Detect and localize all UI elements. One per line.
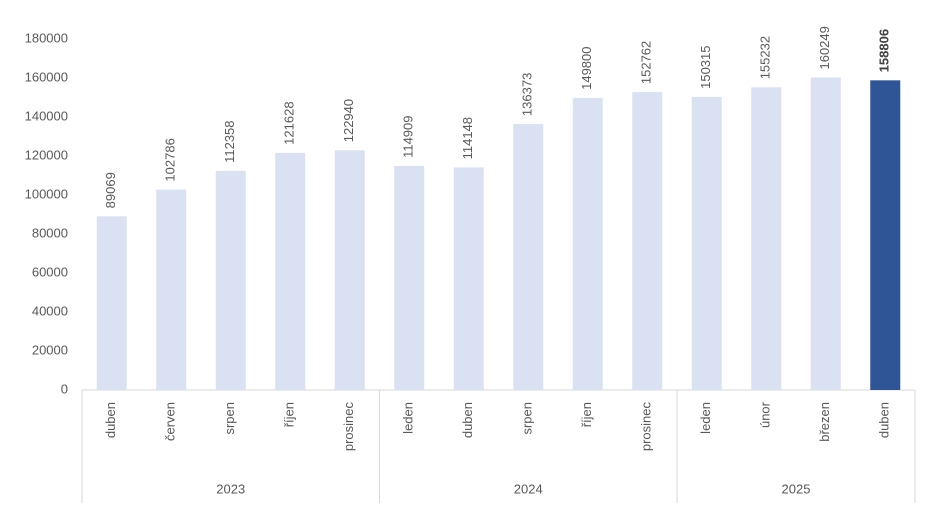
x-tick-label: prosinec xyxy=(639,402,654,452)
y-tick-label: 0 xyxy=(61,381,68,396)
x-tick-label: duben xyxy=(460,402,475,438)
x-tick-label: říjen xyxy=(282,402,297,427)
value-label: 114148 xyxy=(460,117,475,159)
value-label: 89069 xyxy=(103,172,118,208)
value-label: 152762 xyxy=(639,41,654,84)
bar xyxy=(334,150,365,390)
bar xyxy=(453,167,484,390)
x-tick-label: červen xyxy=(163,402,178,441)
bar xyxy=(632,92,663,390)
bar xyxy=(394,165,425,390)
y-tick-label: 80000 xyxy=(32,225,68,240)
x-tick-label: březen xyxy=(817,402,832,442)
group-label: 2023 xyxy=(216,481,245,496)
value-label: 102786 xyxy=(163,138,178,181)
x-tick-label: srpen xyxy=(222,402,237,435)
bar xyxy=(156,189,187,390)
value-label: 160249 xyxy=(817,26,832,69)
value-label: 114909 xyxy=(401,116,416,158)
x-tick-label: srpen xyxy=(520,402,535,435)
y-tick-label: 40000 xyxy=(32,303,68,318)
y-tick-label: 180000 xyxy=(25,30,68,45)
bar xyxy=(751,87,782,390)
x-tick-label: leden xyxy=(401,402,416,434)
value-label: 121628 xyxy=(282,101,297,144)
x-tick-label: duben xyxy=(103,402,118,438)
y-tick-label: 140000 xyxy=(25,108,68,123)
bar xyxy=(810,77,841,390)
y-tick-label: 20000 xyxy=(32,342,68,357)
y-tick-label: 60000 xyxy=(32,264,68,279)
x-tick-label: říjen xyxy=(579,402,594,427)
bar xyxy=(870,80,901,390)
group-label: 2025 xyxy=(782,481,811,496)
bar xyxy=(513,124,544,391)
value-label: 112358 xyxy=(222,120,237,162)
value-label: 155232 xyxy=(758,36,773,79)
x-tick-label: duben xyxy=(877,402,892,438)
value-label: 158806 xyxy=(877,29,892,72)
y-tick-label: 100000 xyxy=(25,186,68,201)
value-label: 150315 xyxy=(698,45,713,88)
group-label: 2024 xyxy=(514,481,543,496)
bar xyxy=(572,97,603,390)
value-label: 136373 xyxy=(520,73,535,116)
bar xyxy=(215,170,246,390)
x-tick-label: prosinec xyxy=(341,402,356,452)
bar xyxy=(275,152,306,390)
x-tick-label: leden xyxy=(698,402,713,434)
y-tick-label: 120000 xyxy=(25,147,68,162)
y-tick-label: 160000 xyxy=(25,69,68,84)
x-tick-label: únor xyxy=(758,401,773,428)
value-label: 149800 xyxy=(579,46,594,89)
bar xyxy=(691,96,722,391)
value-label: 122940 xyxy=(341,99,356,142)
bar xyxy=(96,216,127,390)
